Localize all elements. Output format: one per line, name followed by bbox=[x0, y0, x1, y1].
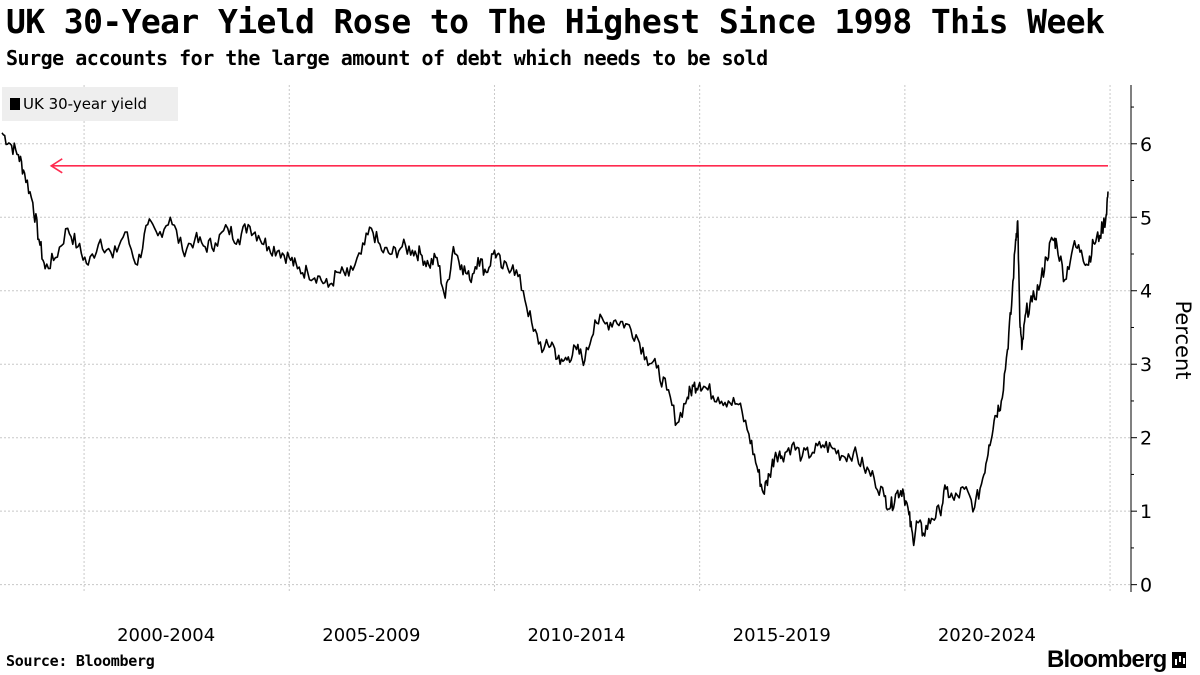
source-note: Source: Bloomberg bbox=[6, 652, 155, 670]
annotation-arrow-head bbox=[49, 158, 63, 174]
y-tick-label: 2 bbox=[1140, 428, 1152, 450]
brand-logo: Bloomberg bbox=[1047, 646, 1187, 674]
bloomberg-icon bbox=[1172, 652, 1187, 668]
y-axis-title: Percent bbox=[1171, 300, 1195, 379]
y-tick-label: 5 bbox=[1140, 207, 1152, 229]
horizontal-gridlines bbox=[0, 143, 1131, 586]
y-tick-label: 1 bbox=[1140, 501, 1152, 523]
vertical-gridlines bbox=[83, 85, 1111, 592]
y-tick-label: 0 bbox=[1140, 575, 1152, 597]
x-tick-label: 2000-2004 bbox=[117, 625, 215, 646]
chart-subtitle: Surge accounts for the large amount of d… bbox=[6, 46, 768, 70]
annotation-layer bbox=[49, 158, 1108, 174]
chart-title: UK 30-Year Yield Rose to The Highest Sin… bbox=[6, 2, 1105, 41]
series-line-uk-30-year-yield bbox=[1, 132, 1109, 547]
x-tick-label: 2005-2009 bbox=[322, 625, 420, 646]
legend: UK 30-year yield bbox=[2, 87, 178, 121]
y-tick-label: 6 bbox=[1140, 134, 1152, 156]
x-tick-label: 2010-2014 bbox=[527, 625, 625, 646]
y-tick-label: 3 bbox=[1140, 354, 1152, 376]
x-axis-labels: 2000-2004 2005-2009 2010-2014 2015-2019 2020… bbox=[117, 625, 1036, 646]
brand-wordmark: Bloomberg bbox=[1047, 646, 1167, 673]
x-tick-label: 2015-2019 bbox=[733, 625, 831, 646]
series-layer bbox=[1, 132, 1109, 547]
x-tick-label: 2020-2024 bbox=[938, 625, 1036, 646]
y-tick-label: 4 bbox=[1140, 281, 1152, 303]
legend-swatch bbox=[10, 98, 20, 110]
y-axis: 0 1 2 3 4 5 6 bbox=[1130, 85, 1152, 597]
legend-label: UK 30-year yield bbox=[23, 95, 148, 113]
